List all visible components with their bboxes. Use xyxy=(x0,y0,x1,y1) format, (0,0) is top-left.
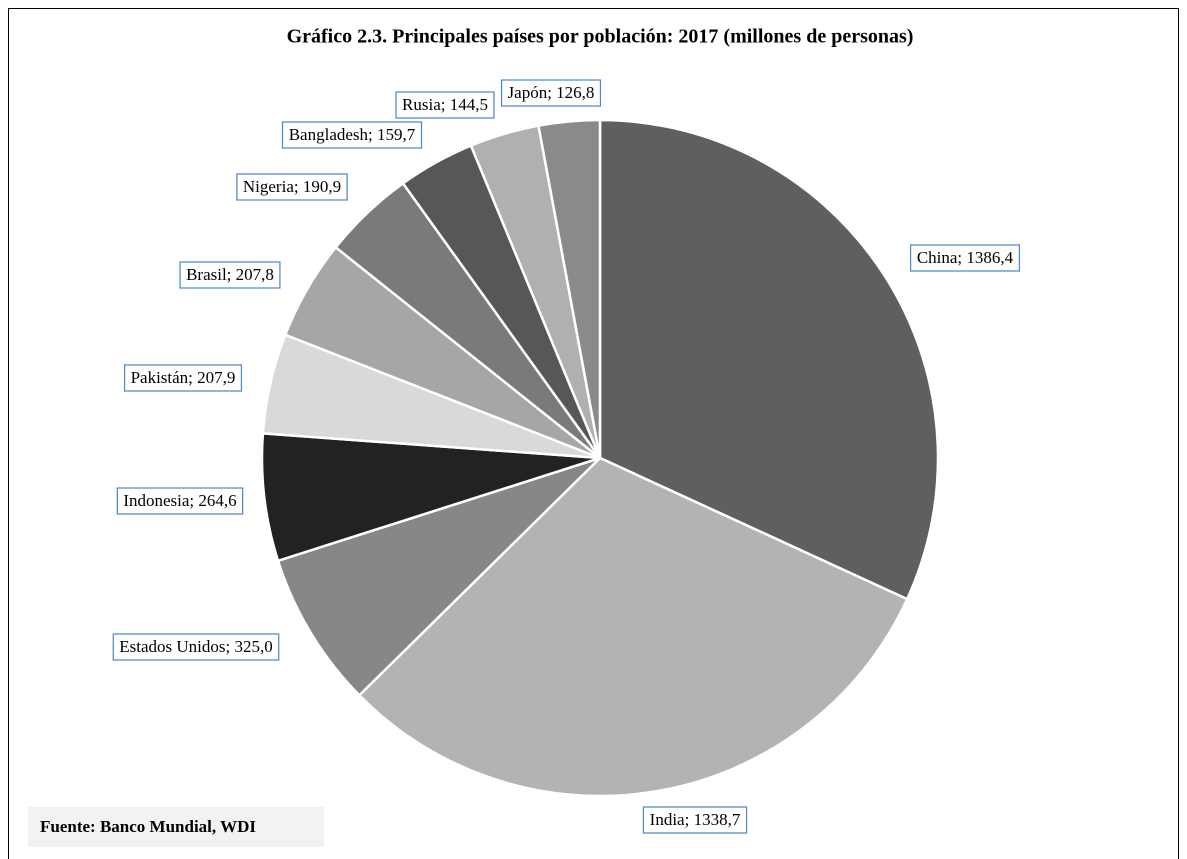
data-label: Brasil; 207,8 xyxy=(186,265,274,284)
source-box xyxy=(28,807,324,847)
slice xyxy=(260,432,601,563)
data-label: Nigeria; 190,9 xyxy=(243,177,341,196)
slice xyxy=(276,456,601,698)
label-box xyxy=(236,173,348,201)
data-label: Estados Unidos; 325,0 xyxy=(119,637,272,656)
data-label: Rusia; 144,5 xyxy=(402,95,488,114)
label-box xyxy=(179,261,281,289)
slice xyxy=(598,118,940,601)
label-box xyxy=(909,244,1021,272)
source: Fuente: Banco Mundial, WDI xyxy=(40,817,256,836)
slice xyxy=(357,456,909,798)
label-box xyxy=(112,633,280,661)
data-label: India; 1338,7 xyxy=(650,810,741,829)
data-label: Japón; 126,8 xyxy=(508,83,595,102)
label-box xyxy=(123,364,243,392)
label-box xyxy=(281,121,423,149)
label-box xyxy=(642,806,748,834)
data-label: China; 1386,4 xyxy=(917,248,1014,267)
label-box xyxy=(500,79,602,107)
chart-title: Gráfico 2.3. Principales países por pobl… xyxy=(287,26,914,48)
slice xyxy=(537,118,602,459)
label-box xyxy=(116,487,244,515)
data-label: Bangladesh; 159,7 xyxy=(289,125,416,144)
data-label: Indonesia; 264,6 xyxy=(123,491,236,510)
label-box xyxy=(395,91,495,119)
data-label: Pakistán; 207,9 xyxy=(131,368,236,387)
